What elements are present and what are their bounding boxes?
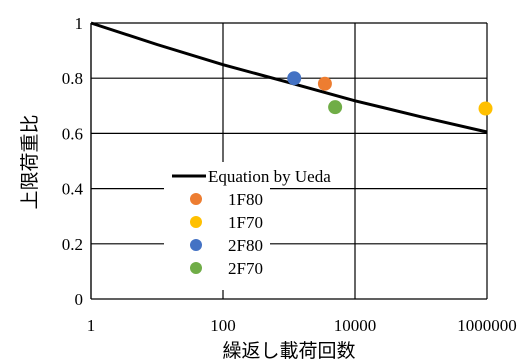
y-tick-label: 0.2 — [62, 235, 83, 254]
tick-labels: 0 0.2 0.4 0.6 0.8 1 1 100 10000 1000000 — [62, 14, 517, 335]
y-tick-label: 0.4 — [62, 180, 84, 199]
x-tick-label: 10000 — [334, 316, 377, 335]
y-tick-label: 0.6 — [62, 124, 83, 143]
x-tick-label: 100 — [210, 316, 236, 335]
legend-marker-2f70 — [190, 262, 202, 274]
data-points — [287, 71, 493, 116]
legend-label: Equation by Ueda — [208, 167, 331, 186]
x-tick-label: 1000000 — [457, 316, 517, 335]
legend-label: 2F70 — [228, 259, 263, 278]
y-tick-label: 0 — [75, 290, 84, 309]
legend-marker-2f80 — [190, 239, 202, 251]
legend-label: 1F70 — [228, 213, 263, 232]
point-1f70 — [478, 101, 493, 116]
legend-label: 1F80 — [228, 190, 263, 209]
point-2f80 — [287, 71, 302, 86]
legend: Equation by Ueda 1F80 1F70 2F80 2F70 — [164, 162, 331, 290]
y-tick-label: 1 — [75, 14, 84, 33]
legend-background — [164, 162, 270, 290]
y-tick-label: 0.8 — [62, 69, 83, 88]
legend-label: 2F80 — [228, 236, 263, 255]
legend-marker-1f70 — [190, 216, 202, 228]
x-axis-title: 繰返し載荷回数 — [222, 340, 355, 360]
plot-area — [91, 23, 487, 299]
grid — [90, 22, 488, 300]
legend-marker-1f80 — [190, 193, 202, 205]
y-axis-title: 上限荷重比 — [19, 114, 41, 209]
x-tick-label: 1 — [87, 316, 96, 335]
point-1f80 — [317, 76, 332, 91]
point-2f70 — [328, 100, 343, 115]
